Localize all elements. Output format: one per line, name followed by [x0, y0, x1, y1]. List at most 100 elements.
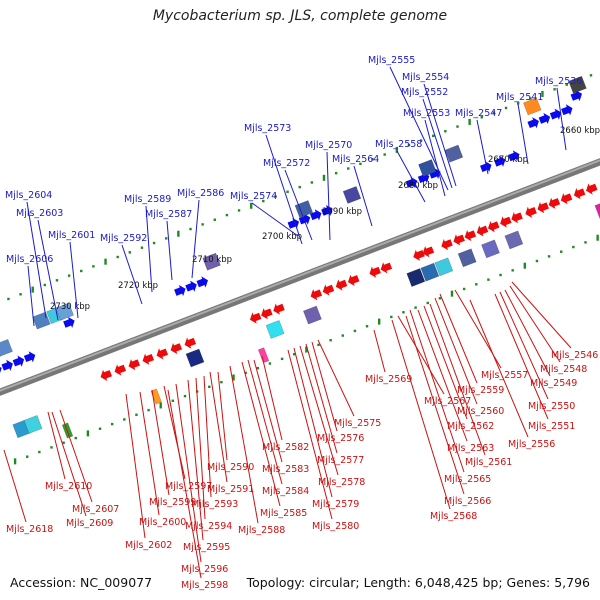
- upper-leader-line: [326, 151, 331, 241]
- forward-gene-arrow: [185, 280, 197, 292]
- tick-mark-lower: [256, 366, 260, 370]
- forward-gene-arrow: [12, 355, 25, 367]
- upper-gene-label: Mjls_2587: [145, 209, 192, 220]
- lower-gene-label: Mjls_2546: [551, 350, 598, 361]
- upper-gene-label: Mjls_2601: [48, 230, 95, 241]
- tick-mark-upper: [19, 293, 22, 296]
- tick-mark-lower: [402, 311, 405, 314]
- lower-leader-line: [261, 355, 283, 441]
- lower-leader-line: [391, 319, 451, 510]
- tick-mark-lower: [462, 287, 466, 291]
- tick-mark-upper: [322, 174, 326, 181]
- tick-mark-upper: [237, 209, 241, 212]
- feature-box: [594, 200, 600, 220]
- feature-box: [342, 185, 362, 204]
- tick-mark-upper: [55, 279, 59, 282]
- reverse-gene-arrow: [249, 312, 262, 324]
- tick-mark-lower: [208, 385, 211, 389]
- lower-leader-line: [293, 347, 333, 498]
- lower-leader-line: [125, 393, 146, 539]
- lower-leader-line: [434, 297, 478, 405]
- lower-gene-label: Mjls_2583: [262, 464, 309, 475]
- reverse-gene-arrow: [586, 183, 598, 195]
- kbp-label: 2700 kbp: [262, 232, 302, 242]
- lower-gene-label: Mjls_2566: [444, 496, 491, 507]
- tick-mark-upper: [468, 118, 471, 125]
- reverse-gene-arrow: [310, 289, 323, 301]
- lower-leader-line: [229, 365, 259, 524]
- upper-leader-line: [424, 119, 446, 197]
- lower-leader-line: [175, 383, 202, 563]
- tick-mark-upper: [565, 83, 568, 86]
- tick-mark-upper: [456, 125, 459, 128]
- tick-mark-upper: [589, 74, 593, 77]
- tick-mark-lower: [74, 436, 77, 440]
- tick-mark-lower: [293, 352, 296, 356]
- tick-mark-lower: [171, 399, 175, 402]
- tick-mark-upper: [516, 102, 520, 105]
- feature-box: [420, 262, 440, 282]
- lower-leader-line: [167, 389, 202, 579]
- tick-mark-lower: [62, 441, 65, 444]
- lower-leader-line: [409, 309, 465, 473]
- lower-gene-label: Mjls_2618: [6, 524, 53, 535]
- lower-leader-line: [469, 299, 529, 438]
- tick-mark-upper: [383, 153, 386, 156]
- upper-gene-label: Mjls_2592: [100, 233, 147, 244]
- feature-box: [522, 97, 542, 116]
- reverse-gene-arrow: [413, 249, 425, 261]
- upper-leader-line: [251, 202, 299, 237]
- lower-gene-label: Mjls_2595: [183, 542, 230, 553]
- tick-mark-upper: [553, 88, 556, 91]
- reverse-gene-arrow: [441, 238, 453, 251]
- lower-gene-label: Mjls_2588: [238, 525, 285, 536]
- topology-text: Topology: circular; Length: 6,048,425 bp…: [246, 575, 590, 590]
- tick-mark-upper: [43, 283, 47, 287]
- lower-gene-label: Mjls_2559: [457, 385, 504, 396]
- tick-mark-upper: [31, 286, 34, 293]
- reverse-gene-arrow: [347, 274, 360, 286]
- reverse-gene-arrow: [500, 216, 512, 228]
- lower-leader-line: [47, 411, 66, 480]
- reverse-gene-arrow: [114, 364, 127, 376]
- lower-leader-line: [247, 359, 283, 485]
- reverse-gene-arrow: [273, 303, 285, 315]
- reverse-gene-arrow: [335, 279, 348, 291]
- genome-backbone-highlight: [0, 159, 600, 392]
- tick-mark-upper: [444, 130, 447, 133]
- lower-gene-label: Mjls_2599: [149, 497, 196, 508]
- kbp-label: 2710 kbp: [192, 255, 232, 265]
- tick-mark-upper: [116, 255, 119, 259]
- forward-gene-arrow: [570, 89, 583, 102]
- feature-box: [406, 268, 426, 287]
- lower-leader-line: [423, 305, 468, 420]
- upper-leader-line: [69, 241, 79, 319]
- accession-text: Accession: NC_009077: [10, 575, 153, 590]
- tick-mark-upper: [128, 251, 132, 254]
- upper-gene-label: Mjls_2606: [6, 254, 53, 265]
- reverse-gene-arrow: [100, 369, 113, 381]
- lower-gene-label: Mjls_2600: [139, 517, 186, 528]
- lower-leader-line: [429, 303, 486, 456]
- tick-mark-upper: [225, 213, 229, 217]
- reverse-gene-arrow: [488, 221, 500, 233]
- lower-leader-line: [299, 345, 339, 476]
- tick-mark-lower: [596, 234, 599, 241]
- lower-leader-line: [494, 293, 549, 420]
- upper-leader-line: [517, 103, 529, 165]
- reverse-gene-arrow: [170, 342, 183, 355]
- forward-gene-arrow: [287, 217, 300, 230]
- tick-mark-upper: [152, 241, 156, 245]
- tick-mark-lower: [110, 422, 114, 426]
- tick-mark-upper: [407, 144, 411, 147]
- reverse-gene-arrow: [560, 193, 573, 205]
- feature-box: [457, 248, 477, 268]
- tick-mark-lower: [547, 255, 551, 258]
- feature-box: [55, 302, 74, 321]
- feature-box: [481, 239, 500, 259]
- lower-gene-label: Mjls_2550: [528, 401, 575, 412]
- lower-leader-line: [209, 371, 228, 483]
- upper-leader-line: [26, 201, 47, 319]
- lower-gene-label: Mjls_2576: [317, 433, 364, 444]
- forward-gene-arrow: [298, 213, 311, 225]
